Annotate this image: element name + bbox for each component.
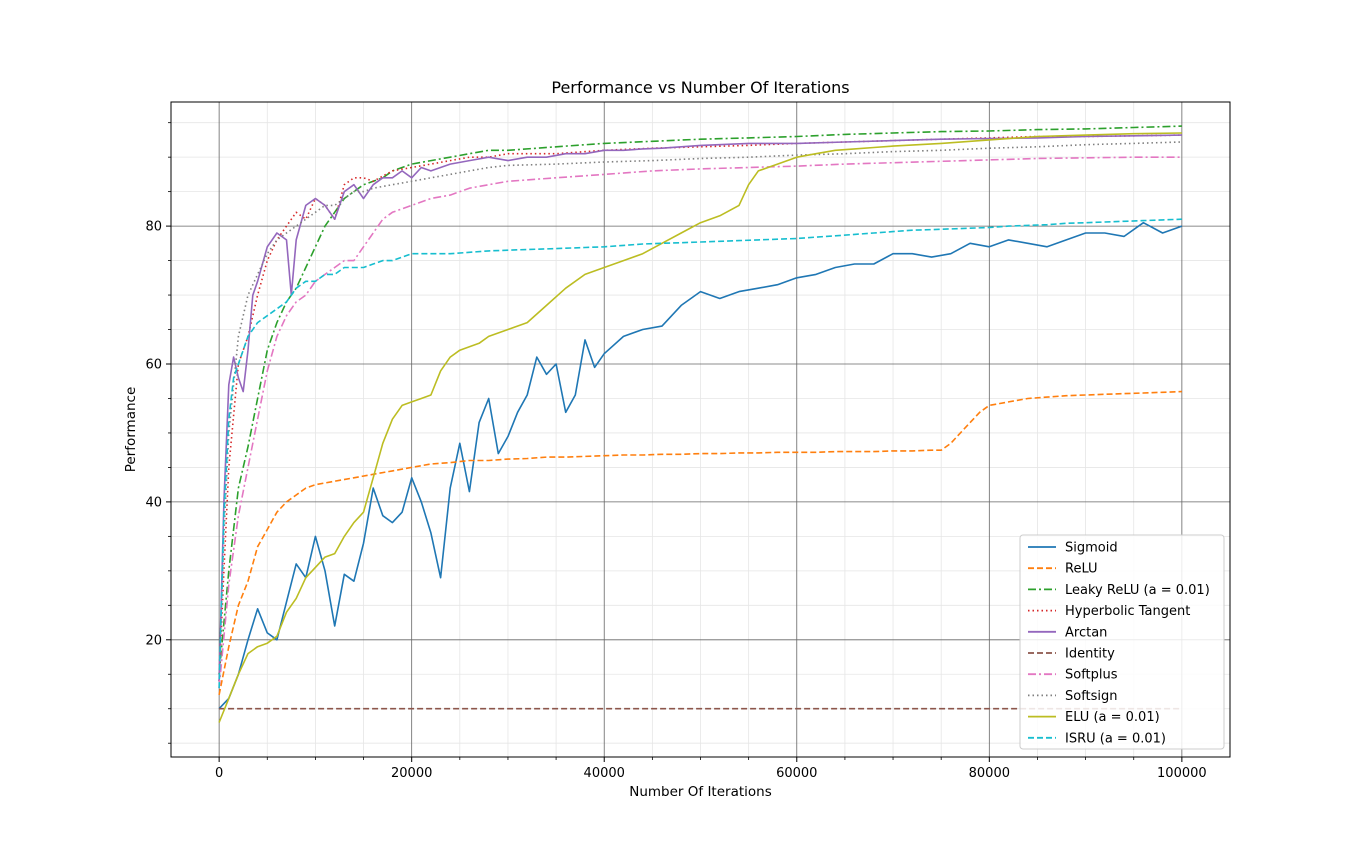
series-line-1	[218, 221, 1183, 710]
y-tick-label: 20	[145, 633, 162, 648]
series-line-10	[218, 218, 1182, 689]
x-tick-label: 0	[215, 766, 223, 781]
y-tick-label: 80	[145, 220, 162, 235]
axis-ticks: 0 20000 40000 60000 80000 100000 20 40 60 80	[145, 122, 1207, 781]
legend-label: Leaky ReLU (a = 0.01)	[1065, 583, 1210, 598]
legend-label: ReLU	[1065, 562, 1098, 577]
x-axis-title: Number Of Iterations	[629, 784, 772, 800]
x-tick-label: 40000	[584, 766, 625, 781]
legend: Sigmoid ReLU Leaky ReLU (a = 0.01) Hyperbol…	[1019, 534, 1225, 750]
legend-label: Identity	[1065, 647, 1115, 662]
legend-label: Arctan	[1065, 625, 1107, 640]
series-line-9	[218, 132, 1182, 723]
x-tick-label: 20000	[391, 766, 432, 781]
y-tick-label: 40	[145, 495, 162, 510]
y-tick-label: 60	[145, 358, 162, 373]
chart-title: Performance vs Number Of Iterations	[551, 78, 849, 97]
x-tick-label: 100000	[1157, 766, 1207, 781]
legend-box	[1019, 534, 1225, 750]
x-tick-label: 60000	[776, 766, 817, 781]
series-layer	[218, 125, 1183, 723]
legend-label: Softsign	[1065, 689, 1118, 704]
legend-label: Softplus	[1065, 668, 1118, 683]
series-line-8	[218, 141, 1182, 675]
legend-label: ISRU (a = 0.01)	[1065, 731, 1166, 746]
y-axis-title: Performance	[123, 387, 139, 473]
x-tick-label: 80000	[969, 766, 1010, 781]
series-line-3	[218, 125, 1182, 675]
series-line-2	[218, 390, 1182, 696]
legend-label: Hyperbolic Tangent	[1065, 604, 1190, 619]
series-line-7	[218, 156, 1182, 689]
legend-label: Sigmoid	[1065, 541, 1118, 556]
legend-label: ELU (a = 0.01)	[1065, 710, 1160, 725]
